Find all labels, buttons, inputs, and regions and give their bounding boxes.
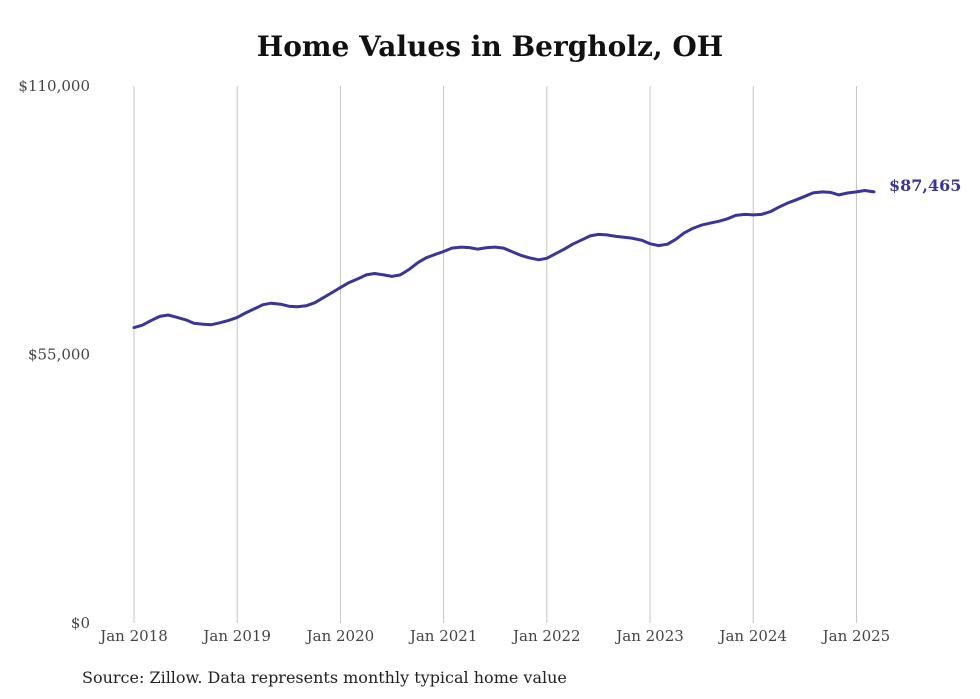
y-tick-label: $55,000 [28, 346, 90, 364]
data-labels: $87,465 [889, 176, 961, 195]
end-value-label: $87,465 [889, 176, 961, 195]
x-tick-label: Jan 2018 [98, 627, 168, 645]
x-tick-label: Jan 2022 [511, 627, 581, 645]
x-tick-label: Jan 2021 [408, 627, 478, 645]
y-tick-label: $0 [71, 614, 90, 632]
x-tick-label: Jan 2019 [201, 627, 271, 645]
x-tick-label: Jan 2020 [305, 627, 375, 645]
x-tick-label: Jan 2023 [614, 627, 684, 645]
x-tick-label: Jan 2024 [717, 627, 787, 645]
y-tick-label: $110,000 [18, 77, 90, 95]
grid-lines [133, 86, 857, 623]
x-tick-label: Jan 2025 [821, 627, 891, 645]
chart-title: Home Values in Bergholz, OH [256, 30, 724, 63]
series-layer [132, 189, 876, 330]
source-note: Source: Zillow. Data represents monthly … [82, 668, 567, 687]
tick-labels: Jan 2018 Jan 2019 Jan 2020 Jan 2021 Jan 2022… [18, 77, 890, 645]
series-line-0 [132, 189, 876, 330]
